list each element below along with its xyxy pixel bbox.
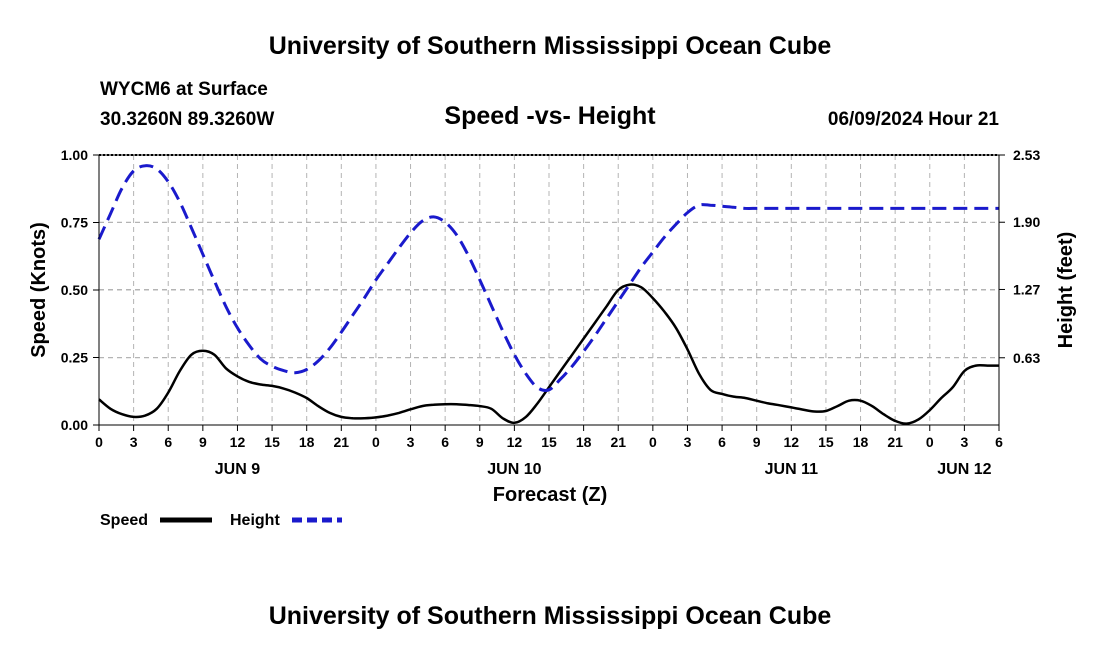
x-tick-label: 6	[441, 434, 449, 450]
issue-time: 06/09/2024 Hour 21	[828, 109, 1000, 130]
x-tick-label: 15	[541, 434, 557, 450]
x-tick-label: 0	[926, 434, 934, 450]
series-layer	[97, 164, 999, 425]
x-tick-label: 0	[372, 434, 380, 450]
station-coordinates: 30.3260N 89.3260W	[100, 109, 274, 130]
x-tick-label: 12	[230, 434, 246, 450]
x-tick-label: 3	[130, 434, 138, 450]
chart-title: Speed -vs- Height	[444, 102, 656, 130]
y-tick-label: 0.00	[61, 417, 88, 433]
station-name: WYCM6 at Surface	[100, 79, 268, 100]
footer-title: University of Southern Mississippi Ocean…	[269, 602, 832, 630]
x-tick-label: 9	[753, 434, 761, 450]
y-tick-label: 1.00	[61, 147, 88, 163]
x-tick-label: 15	[818, 434, 834, 450]
legend: Speed Height	[100, 512, 342, 529]
y2-tick-label: 0.63	[1013, 350, 1040, 366]
y2-axis-title: Height (feet)	[1055, 232, 1077, 349]
y2-tick-label: 1.27	[1013, 281, 1040, 297]
y-axis-right: 0.63 1.27 1.90 2.53	[999, 147, 1040, 366]
x-tick-label: 9	[199, 434, 207, 450]
x-axis-title: Forecast (Z)	[493, 484, 607, 506]
grid	[99, 154, 999, 425]
legend-label-speed: Speed	[100, 512, 148, 529]
x-tick-label: 18	[299, 434, 315, 450]
x-tick-label: 9	[476, 434, 484, 450]
x-tick-label: 6	[718, 434, 726, 450]
date-label: JUN 10	[487, 461, 541, 478]
x-tick-label: 3	[960, 434, 968, 450]
legend-label-height: Height	[230, 512, 280, 529]
x-axis: 0 3 6 9 12 15 18 21 0 3 6 9 12 15 18 21 0 3 6 9 12 15 18 21 0 3 6	[95, 425, 1003, 450]
header-title: University of Southern Mississippi Ocean…	[269, 32, 832, 60]
y-axis-left: 0.00 0.25 0.50 0.75 1.00	[61, 147, 99, 433]
date-label: JUN 12	[937, 461, 991, 478]
x-tick-label: 18	[853, 434, 869, 450]
x-tick-label: 3	[407, 434, 415, 450]
x-tick-label: 21	[334, 434, 350, 450]
x-tick-label: 15	[264, 434, 280, 450]
x-tick-label: 21	[610, 434, 626, 450]
x-tick-label: 3	[684, 434, 692, 450]
x-tick-label: 0	[649, 434, 657, 450]
x-tick-label: 6	[995, 434, 1003, 450]
x-tick-label: 18	[576, 434, 592, 450]
y-tick-label: 0.50	[61, 282, 88, 298]
x-tick-label: 21	[887, 434, 903, 450]
y-tick-label: 0.25	[61, 350, 88, 366]
x-tick-label: 0	[95, 434, 103, 450]
series-line-height	[97, 164, 999, 392]
date-label: JUN 11	[765, 461, 818, 478]
x-tick-label: 12	[784, 434, 800, 450]
y2-tick-label: 1.90	[1013, 214, 1040, 230]
y-tick-label: 0.75	[61, 215, 88, 231]
x-tick-label: 12	[507, 434, 523, 450]
y-axis-title: Speed (Knots)	[28, 222, 50, 358]
series-line-speed	[98, 283, 999, 425]
date-label: JUN 9	[215, 461, 260, 478]
date-labels: JUN 9 JUN 10 JUN 11 JUN 12	[215, 461, 992, 478]
x-tick-label: 6	[164, 434, 172, 450]
y2-tick-label: 2.53	[1013, 147, 1040, 163]
